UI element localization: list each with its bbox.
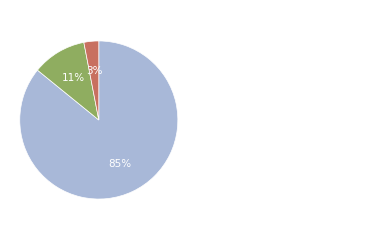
Text: 3%: 3% bbox=[86, 66, 102, 76]
Wedge shape bbox=[38, 42, 99, 120]
Legend: Mined from GenBank, NCBI [23], Centre for Biodiversity
Genomics [3], University : Mined from GenBank, NCBI [23], Centre fo… bbox=[203, 0, 373, 76]
Wedge shape bbox=[84, 41, 99, 120]
Text: 11%: 11% bbox=[62, 73, 85, 83]
Wedge shape bbox=[20, 41, 178, 199]
Text: 85%: 85% bbox=[108, 159, 131, 169]
